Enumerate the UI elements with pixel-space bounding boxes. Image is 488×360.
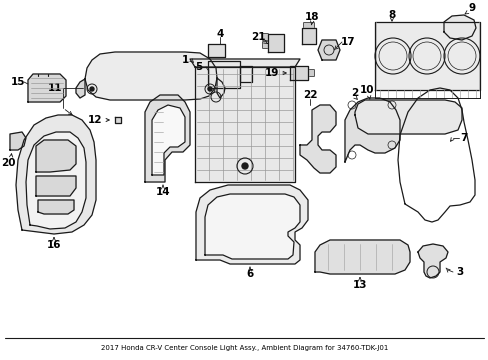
Polygon shape: [36, 140, 76, 172]
Polygon shape: [195, 67, 294, 182]
Polygon shape: [152, 105, 184, 175]
FancyBboxPatch shape: [307, 69, 314, 77]
Text: 19: 19: [264, 68, 279, 78]
Polygon shape: [345, 98, 399, 162]
Polygon shape: [314, 240, 409, 274]
Text: 8: 8: [387, 10, 395, 20]
Text: 18: 18: [304, 12, 319, 22]
Polygon shape: [417, 244, 447, 278]
Circle shape: [90, 87, 94, 91]
Text: 16: 16: [47, 240, 61, 250]
Polygon shape: [267, 34, 284, 52]
Text: 1: 1: [181, 55, 188, 65]
FancyBboxPatch shape: [262, 33, 268, 41]
Polygon shape: [204, 194, 299, 259]
Text: 22: 22: [302, 90, 317, 100]
Text: 7: 7: [459, 133, 467, 143]
Polygon shape: [317, 40, 339, 60]
Polygon shape: [443, 15, 475, 40]
Text: 6: 6: [246, 269, 253, 279]
Text: 9: 9: [468, 3, 475, 13]
Text: 20: 20: [1, 158, 15, 168]
Text: 15: 15: [11, 77, 25, 87]
Text: 3: 3: [455, 267, 463, 277]
Polygon shape: [38, 200, 74, 214]
Polygon shape: [28, 74, 66, 102]
Polygon shape: [190, 59, 299, 67]
FancyBboxPatch shape: [303, 23, 314, 28]
Polygon shape: [289, 66, 307, 80]
Text: 5: 5: [195, 62, 202, 72]
Polygon shape: [36, 176, 76, 196]
Polygon shape: [115, 117, 121, 123]
Text: 14: 14: [155, 187, 170, 197]
Polygon shape: [354, 100, 461, 134]
Polygon shape: [85, 52, 217, 100]
Polygon shape: [240, 66, 251, 82]
Text: 10: 10: [359, 85, 373, 95]
Text: 13: 13: [352, 280, 366, 290]
Circle shape: [207, 87, 212, 91]
Polygon shape: [207, 44, 224, 57]
Polygon shape: [76, 79, 85, 98]
Polygon shape: [217, 78, 224, 98]
Polygon shape: [10, 132, 26, 150]
Polygon shape: [196, 185, 307, 264]
Polygon shape: [299, 105, 335, 173]
Polygon shape: [16, 115, 96, 234]
Text: 12: 12: [87, 115, 102, 125]
Polygon shape: [207, 61, 240, 88]
FancyBboxPatch shape: [262, 41, 268, 49]
Text: 11: 11: [48, 83, 62, 93]
Text: 21: 21: [250, 32, 264, 42]
Polygon shape: [302, 28, 315, 44]
Polygon shape: [374, 22, 479, 90]
Text: 2017 Honda CR-V Center Console Light Assy., Ambient Diagram for 34760-TDK-J01: 2017 Honda CR-V Center Console Light Ass…: [101, 345, 387, 351]
Polygon shape: [26, 132, 86, 229]
Polygon shape: [145, 95, 190, 182]
Text: 17: 17: [340, 37, 355, 47]
Circle shape: [242, 163, 247, 169]
Text: 4: 4: [216, 29, 223, 39]
Text: 2: 2: [351, 88, 358, 98]
